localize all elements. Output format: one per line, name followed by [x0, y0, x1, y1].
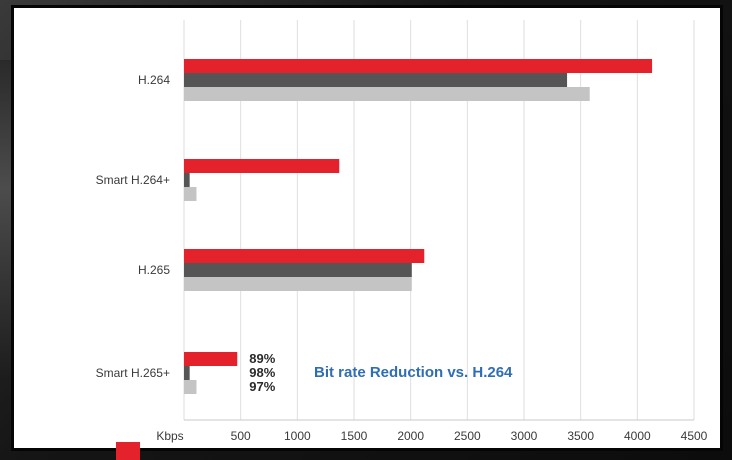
bar [184, 352, 238, 366]
bar [184, 380, 197, 394]
bar [184, 159, 340, 173]
category-label: H.264 [138, 73, 170, 87]
x-tick-label: 2500 [454, 429, 481, 443]
category-label: H.265 [138, 263, 170, 277]
x-tick-label: 1500 [341, 429, 368, 443]
label-layer: Kbps 500 1000 1500 2000 2500 3000 3500 4000 4500 H… [96, 73, 708, 443]
x-tick-label: 1000 [284, 429, 311, 443]
x-tick-label: 4000 [624, 429, 651, 443]
bar [184, 263, 412, 277]
x-tick-label: 2000 [397, 429, 424, 443]
bar [184, 277, 412, 291]
x-tick-label: Kbps [156, 429, 183, 443]
bar [184, 73, 568, 87]
grid-layer [183, 20, 695, 421]
background-strip [0, 60, 18, 380]
red-marker [116, 442, 140, 460]
category-label: Smart H.265+ [96, 366, 170, 380]
x-tick-label: 4500 [681, 429, 708, 443]
bitrate-chart: Kbps 500 1000 1500 2000 2500 3000 3500 4000 4500 H… [96, 20, 708, 443]
percent-label-light: 97% [249, 379, 275, 394]
percent-label-red: 89% [249, 351, 275, 366]
bar [184, 59, 653, 73]
bar-layer [184, 59, 653, 394]
chart-annotation: Bit rate Reduction vs. H.264 [314, 364, 513, 381]
x-tick-label: 3500 [567, 429, 594, 443]
bar [184, 173, 190, 187]
x-tick-label: 500 [231, 429, 251, 443]
chart-panel: Kbps 500 1000 1500 2000 2500 3000 3500 4000 4500 H… [14, 8, 720, 448]
bar [184, 87, 590, 101]
bar [184, 187, 197, 201]
category-label: Smart H.264+ [96, 173, 170, 187]
bar [184, 366, 190, 380]
x-tick-label: 3000 [511, 429, 538, 443]
percent-label-dark: 98% [249, 365, 275, 380]
bar [184, 249, 425, 263]
